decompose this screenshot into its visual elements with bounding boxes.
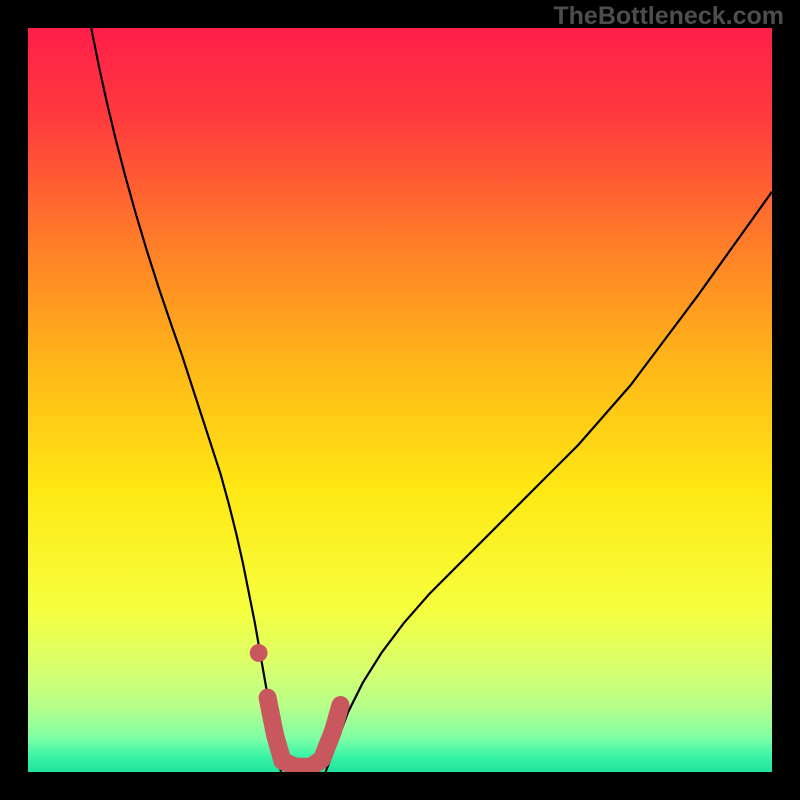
- chart-frame: TheBottleneck.com: [0, 0, 800, 800]
- watermark-text: TheBottleneck.com: [553, 2, 784, 31]
- plot-background: [28, 28, 772, 772]
- bottleneck-chart: [0, 0, 800, 800]
- highlight-dot-marker: [250, 644, 268, 662]
